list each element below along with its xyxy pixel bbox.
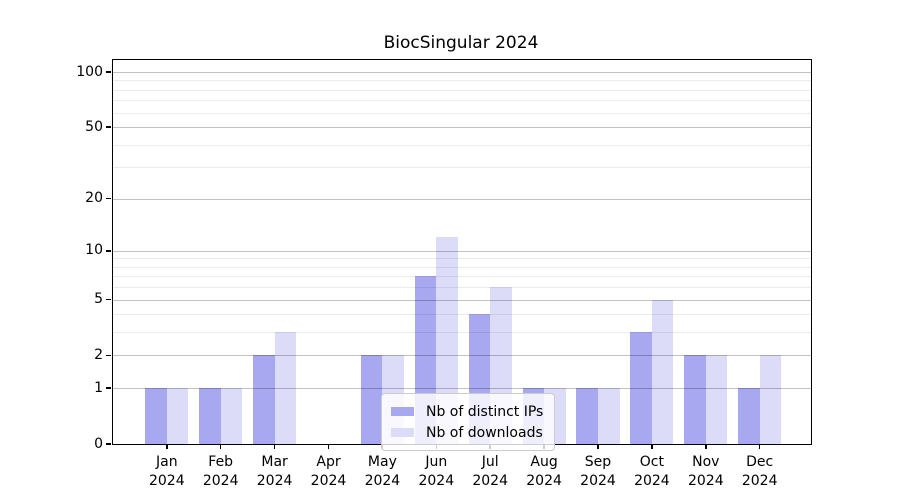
- x-tick-label: Mar 2024: [256, 454, 293, 489]
- x-tick-label: Feb 2024: [202, 454, 239, 489]
- gridline-major: [113, 198, 811, 200]
- bar-distinct-ips: [360, 355, 383, 444]
- y-tick-label: 10: [85, 242, 103, 259]
- gridline-minor: [113, 144, 811, 146]
- legend-label-distinct-ips: Nb of distinct IPs: [426, 403, 544, 420]
- bar-distinct-ips: [630, 332, 652, 444]
- gridline-major: [113, 250, 811, 252]
- bar-distinct-ips: [738, 388, 760, 444]
- bar-distinct-ips: [199, 388, 221, 444]
- y-tick-mark: [106, 250, 111, 252]
- x-tick-label: Jan 2024: [148, 454, 185, 489]
- gridline-major: [113, 299, 811, 301]
- bar-downloads: [166, 388, 189, 444]
- bar-downloads: [705, 355, 728, 444]
- x-tick-label: Oct 2024: [634, 454, 670, 489]
- y-tick-label: 5: [94, 291, 103, 308]
- y-tick-label: 100: [76, 63, 103, 80]
- y-tick-mark: [106, 443, 111, 445]
- gridline-major: [113, 355, 811, 357]
- legend-swatch-downloads: [391, 428, 414, 437]
- gridline-minor: [113, 167, 811, 169]
- legend: Nb of distinct IPs Nb of downloads: [381, 393, 556, 451]
- y-tick-label: 2: [94, 346, 103, 363]
- x-tick-mark: [219, 444, 222, 449]
- legend-swatch-distinct-ips: [391, 407, 414, 416]
- chart-title: BiocSingular 2024: [383, 33, 539, 53]
- bar-distinct-ips: [145, 388, 167, 444]
- gridline-minor: [113, 89, 811, 91]
- bar-distinct-ips: [576, 388, 598, 444]
- y-tick-mark: [106, 71, 111, 73]
- x-tick-label: Aug 2024: [526, 454, 562, 489]
- gridline-minor: [113, 314, 811, 316]
- x-tick-mark: [273, 444, 276, 449]
- bar-distinct-ips: [253, 355, 275, 444]
- x-tick-mark: [758, 444, 761, 449]
- x-tick-label: Apr 2024: [310, 454, 347, 489]
- x-tick-label: May 2024: [364, 454, 401, 489]
- y-tick-mark: [106, 197, 111, 200]
- y-tick-label: 50: [85, 118, 103, 135]
- gridline-minor: [113, 100, 811, 102]
- x-tick-mark: [597, 444, 599, 449]
- y-tick-label: 0: [94, 435, 103, 452]
- gridline-minor: [113, 276, 811, 278]
- gridline-minor: [113, 266, 811, 268]
- legend-label-downloads: Nb of downloads: [426, 424, 543, 441]
- y-tick-mark: [106, 126, 111, 128]
- x-tick-label: Jun 2024: [418, 454, 455, 489]
- x-tick-label: Sep 2024: [580, 454, 616, 489]
- x-tick-label: Nov 2024: [687, 454, 724, 489]
- x-tick-mark: [651, 444, 653, 449]
- x-tick-mark: [327, 444, 330, 449]
- x-tick-label: Dec 2024: [741, 454, 778, 489]
- bar-downloads: [651, 299, 674, 444]
- gridline-major: [113, 72, 811, 73]
- bar-downloads: [598, 388, 620, 444]
- gridline-minor: [113, 80, 811, 82]
- gridline-minor: [113, 112, 811, 114]
- gridline-minor: [113, 287, 811, 289]
- gridline-minor: [113, 332, 811, 334]
- y-tick-mark: [106, 298, 111, 301]
- x-tick-label: Jul 2024: [472, 454, 508, 489]
- bar-distinct-ips: [684, 355, 706, 444]
- bar-downloads: [436, 237, 458, 444]
- x-tick-mark: [166, 444, 168, 449]
- bar-downloads: [220, 388, 243, 444]
- gridline-minor: [113, 258, 811, 260]
- plot-area: Nb of distinct IPs Nb of downloads 0 1 2 5 1…: [76, 59, 812, 489]
- x-tick-mark: [705, 444, 707, 449]
- bar-downloads: [759, 355, 782, 444]
- bar-downloads: [274, 332, 297, 444]
- y-tick-label: 20: [85, 190, 103, 207]
- legend-row-downloads: Nb of downloads: [391, 422, 543, 443]
- y-tick-label: 1: [94, 379, 103, 396]
- gridline-major: [113, 388, 811, 390]
- gridline-major: [113, 127, 811, 129]
- y-tick-mark: [106, 354, 111, 357]
- legend-row-distinct-ips: Nb of distinct IPs: [391, 401, 543, 422]
- y-tick-mark: [106, 387, 111, 389]
